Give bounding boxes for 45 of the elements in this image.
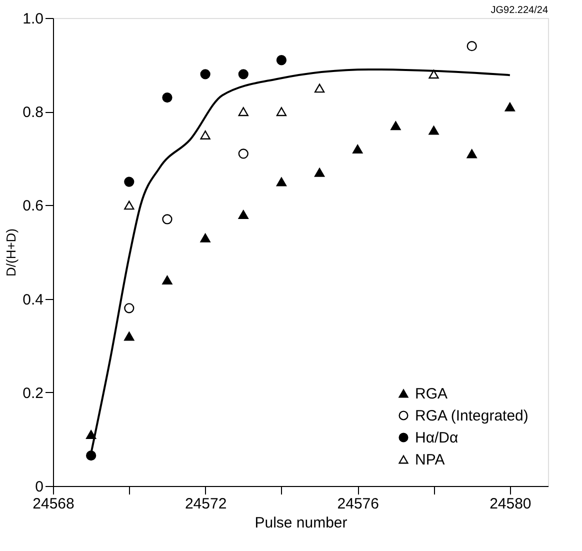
- point: [124, 200, 134, 210]
- point: [200, 233, 210, 242]
- y-tick-label: 1.0: [22, 10, 44, 28]
- legend-label: NPA: [415, 452, 445, 468]
- point: [314, 84, 325, 93]
- x-tick-label: 24580: [490, 496, 532, 512]
- x-tick-label: 24568: [32, 496, 74, 512]
- legend-label: RGA: [415, 386, 448, 402]
- point: [390, 121, 401, 130]
- point: [162, 92, 172, 103]
- x-axis-title: Pulse number: [254, 514, 348, 532]
- point: [200, 130, 210, 140]
- point: [86, 450, 96, 461]
- x-tick-label: 24576: [337, 496, 379, 512]
- y-tick-label: 0.4: [22, 291, 44, 308]
- point: [238, 210, 248, 220]
- legend-label: RGA (Integrated): [415, 408, 528, 424]
- y-axis-title: D/(H+D): [4, 228, 19, 277]
- point: [124, 176, 134, 187]
- point: [276, 177, 287, 186]
- legend-label: Hα/Dα: [415, 430, 459, 446]
- point: [504, 102, 515, 112]
- y-tick-label: 0.6: [22, 198, 44, 215]
- point: [86, 430, 96, 439]
- point: [162, 214, 172, 224]
- point: [466, 41, 477, 52]
- point: [162, 276, 172, 285]
- point: [238, 69, 248, 80]
- y-tick-label: 0.8: [22, 104, 44, 122]
- point: [428, 70, 439, 79]
- point: [352, 144, 363, 154]
- point: [238, 107, 248, 116]
- point: [276, 55, 287, 66]
- point: [466, 149, 477, 158]
- point: [314, 168, 325, 177]
- point: [200, 69, 210, 80]
- point: [124, 332, 134, 341]
- y-tick-label: 0.2: [22, 384, 44, 402]
- point: [238, 148, 248, 159]
- x-tick-label: 24572: [184, 496, 227, 512]
- point: [428, 126, 439, 135]
- y-tick-label: 0: [35, 478, 44, 496]
- point: [124, 303, 134, 314]
- point: [276, 107, 287, 116]
- text: JG92.224/24: [490, 5, 548, 16]
